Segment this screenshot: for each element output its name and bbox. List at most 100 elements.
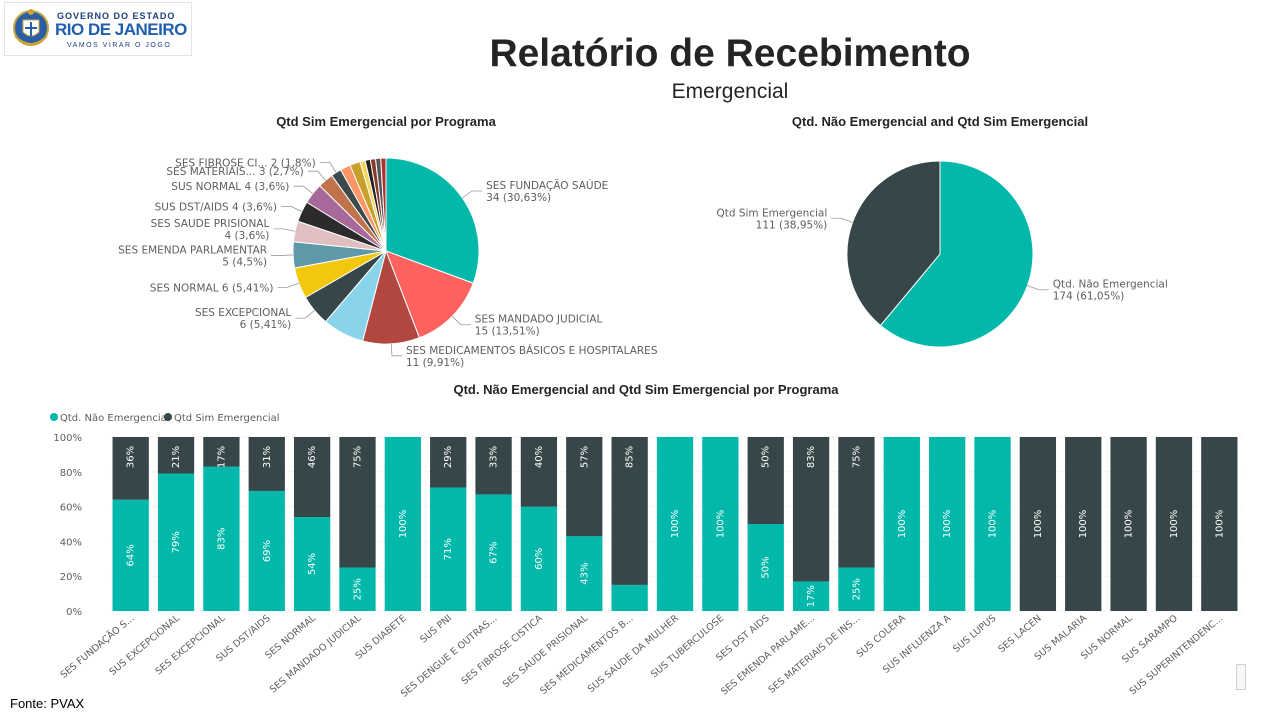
bar-sim-emergencial[interactable] <box>1065 437 1102 611</box>
logo-line-2: RIO DE JANEIRO <box>55 20 187 39</box>
bar-value-label: 54% <box>307 553 318 575</box>
bar-sim-emergencial[interactable] <box>1155 437 1193 611</box>
pie1-leader-9 <box>293 185 314 194</box>
pie1-slice-0[interactable] <box>385 157 480 284</box>
pie1-label-7: 4 (3,6%) <box>224 230 269 242</box>
bar-sim-emergencial[interactable] <box>203 437 240 467</box>
bar-nao-emergencial[interactable] <box>702 437 739 611</box>
pie1-label-0: 34 (30,63%) <box>486 192 551 204</box>
bar-nao-emergencial[interactable] <box>520 506 558 611</box>
bar-value-label: 46% <box>307 446 318 468</box>
bar-nao-emergencial[interactable] <box>747 524 784 611</box>
bar-value-label: 60% <box>534 548 545 570</box>
bar-value-label: 40% <box>534 446 545 468</box>
legend-label-nao: Qtd. Não Emergencial <box>60 413 170 424</box>
pie1-label-1: SES MANDADO JUDICIAL <box>475 314 603 326</box>
bar-value-label: 36% <box>126 446 137 468</box>
bar-value-label: 100% <box>715 510 726 539</box>
bar-value-label: 43% <box>579 562 590 584</box>
bar-nao-emergencial[interactable] <box>112 499 149 611</box>
bar-value-label: 100% <box>942 510 953 539</box>
legend-label-sim: Qtd Sim Emergencial <box>174 413 280 424</box>
bar-sim-emergencial[interactable] <box>248 437 285 491</box>
scroll-handle[interactable] <box>1236 664 1246 690</box>
bar-sim-emergencial[interactable] <box>339 437 376 568</box>
bar-value-label: 71% <box>443 538 454 560</box>
bar-value-label: 100% <box>1124 510 1135 539</box>
bar-sim-emergencial[interactable] <box>566 437 603 537</box>
bar-sim-emergencial[interactable] <box>520 437 558 507</box>
bar-value-label: 25% <box>851 578 862 600</box>
pie1-leader-10 <box>307 170 326 181</box>
x-tick-label: SES MATERIAIS DE INS... <box>766 613 862 696</box>
pie1-label-4: 6 (5,41%) <box>240 319 292 331</box>
pie1-label-2: 11 (9,91%) <box>406 357 464 369</box>
bar-value-label: 83% <box>806 446 817 468</box>
bar-nao-emergencial[interactable] <box>656 437 694 611</box>
bar-value-label: 67% <box>489 542 500 564</box>
bar-value-label: 83% <box>216 528 227 550</box>
bar-value-label: 17% <box>216 446 227 468</box>
pie1-label-9: SUS NORMAL 4 (3,6%) <box>171 181 289 193</box>
bar-nao-emergencial[interactable] <box>838 567 875 612</box>
bar-nao-emergencial[interactable] <box>792 581 830 611</box>
bar-value-label: 31% <box>262 446 273 468</box>
pie2-slice-1[interactable] <box>846 160 941 327</box>
bar-sim-emergencial[interactable] <box>838 437 875 568</box>
bar-value-label: 100% <box>1169 510 1180 539</box>
bar-sim-emergencial[interactable] <box>1201 437 1238 611</box>
bar-nao-emergencial[interactable] <box>611 584 648 611</box>
bar-chart-title: Qtd. Não Emergencial and Qtd Sim Emergen… <box>453 382 839 397</box>
bar-sim-emergencial[interactable] <box>747 437 784 524</box>
bar-value-label: 100% <box>1033 510 1044 539</box>
bar-value-label: 100% <box>670 510 681 539</box>
bar-value-label: 85% <box>625 446 636 468</box>
bar-sim-emergencial[interactable] <box>1019 437 1057 611</box>
bar-sim-emergencial[interactable] <box>112 437 149 500</box>
bar-nao-emergencial[interactable] <box>157 473 195 611</box>
bar-sim-emergencial[interactable] <box>475 437 512 495</box>
x-tick-label: SUS SAUDE DA MULHER <box>586 613 681 696</box>
bar-nao-emergencial[interactable] <box>475 494 512 611</box>
x-tick-label: SUS LUPUS <box>951 613 998 655</box>
bar-nao-emergencial[interactable] <box>339 567 376 612</box>
y-tick-label: 0% <box>66 607 82 618</box>
bar-nao-emergencial[interactable] <box>974 437 1011 611</box>
bar-nao-emergencial[interactable] <box>430 487 467 611</box>
bar-nao-emergencial[interactable] <box>566 536 603 611</box>
bar-value-label: 75% <box>851 446 862 468</box>
bar-nao-emergencial[interactable] <box>293 517 331 611</box>
bar-sim-emergencial[interactable] <box>611 437 648 585</box>
pie1-slice-18[interactable] <box>380 157 387 252</box>
x-tick-label: SES FIBROSE CISTICA <box>459 613 545 687</box>
pie1-label-7: SES SAUDE PRISIONAL <box>151 218 270 230</box>
bar-value-label: 29% <box>443 446 454 468</box>
bar-nao-emergencial[interactable] <box>248 490 285 611</box>
bar-sim-emergencial[interactable] <box>157 437 195 474</box>
pie1-slice-1[interactable] <box>385 250 474 339</box>
x-tick-label: SES LACEN <box>996 613 1043 655</box>
bar-value-label: 25% <box>352 578 363 600</box>
pie-2-title: Qtd. Não Emergencial and Qtd Sim Emergen… <box>791 114 1089 129</box>
pie2-slice-0[interactable] <box>879 160 1034 348</box>
y-tick-label: 80% <box>60 468 82 479</box>
x-tick-label: SES DENGUE E OUTRAS... <box>399 613 499 700</box>
pie1-label-6: 5 (4,5%) <box>222 256 267 268</box>
bar-sim-emergencial[interactable] <box>430 437 467 488</box>
x-tick-label: SUS SUPERINTENDENC... <box>1128 613 1226 697</box>
bar-sim-emergencial[interactable] <box>1110 437 1147 611</box>
page-title: Relatório de Recebimento <box>489 32 971 75</box>
bar-nao-emergencial[interactable] <box>929 437 966 611</box>
bar-nao-emergencial[interactable] <box>883 437 920 611</box>
bar-nao-emergencial[interactable] <box>384 437 421 611</box>
bar-nao-emergencial[interactable] <box>203 466 240 611</box>
page-subtitle: Emergencial <box>671 80 789 103</box>
bar-value-label: 50% <box>761 556 772 578</box>
pie2-leader-1 <box>831 217 853 223</box>
bar-sim-emergencial[interactable] <box>792 437 830 582</box>
bar-value-label: 75% <box>352 446 363 468</box>
pie2-label-0: 174 (61,05%) <box>1053 291 1125 303</box>
bar-sim-emergencial[interactable] <box>293 437 331 518</box>
pie1-leader-2 <box>390 343 402 357</box>
